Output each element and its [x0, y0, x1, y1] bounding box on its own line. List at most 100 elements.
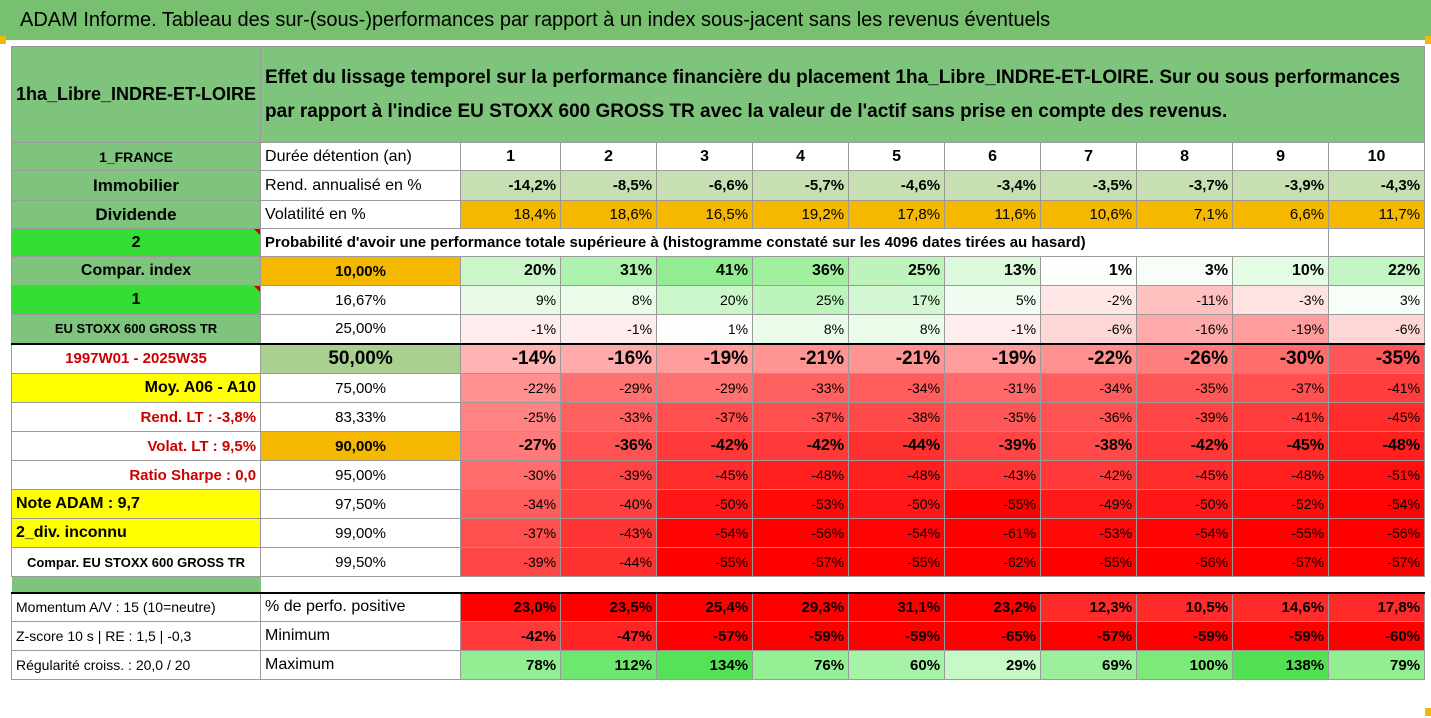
quantile-value: 1% [656, 314, 754, 344]
bottom-value: 100% [1136, 650, 1234, 680]
quantile-value: 36% [752, 256, 850, 286]
quantile-value: -34% [1040, 373, 1138, 403]
placement-name: 1ha_Libre_INDRE-ET-LOIRE [10, 46, 262, 143]
quantile-value: -22% [1040, 342, 1138, 374]
quantile-value: -42% [1040, 460, 1138, 490]
quantile-value: -39% [460, 547, 562, 577]
quantile-value: -30% [460, 460, 562, 490]
quantile-label: 75,00% [260, 373, 462, 403]
bottom-value: 78% [460, 650, 562, 680]
quantile-label: 16,67% [260, 285, 462, 315]
quantile-label: 50,00% [260, 342, 462, 374]
quantile-value: -14% [460, 342, 562, 374]
corner-marker [1425, 708, 1431, 716]
bottom-value: 29,3% [752, 591, 850, 622]
quantile-value: -34% [848, 373, 946, 403]
year-header: 2 [560, 142, 658, 171]
quantile-value: -16% [560, 342, 658, 374]
quantile-value: -43% [560, 518, 658, 548]
bottom-value: -57% [656, 621, 754, 651]
quantile-value: -40% [560, 489, 658, 519]
quantile-value: -19% [1232, 314, 1330, 344]
quantile-value: 31% [560, 256, 658, 286]
bottom-value: 12,3% [1040, 591, 1138, 622]
quantile-value: -1% [944, 314, 1042, 344]
quantile-value: -55% [656, 547, 754, 577]
quantile-value: -39% [560, 460, 658, 490]
year-header: 9 [1232, 142, 1330, 171]
bottom-metric-label: Maximum [260, 650, 462, 680]
bottom-value: 134% [656, 650, 754, 680]
corner-marker [0, 36, 6, 44]
quantile-value: -55% [848, 547, 946, 577]
quantile-label: 10,00% [260, 256, 462, 286]
quantile-label: 99,50% [260, 547, 462, 577]
bottom-value: -65% [944, 621, 1042, 651]
quantile-value: -54% [1136, 518, 1234, 548]
bottom-value: 14,6% [1232, 591, 1330, 622]
performance-table: 1ha_Libre_INDRE-ET-LOIRE Effet du lissag… [10, 46, 1426, 680]
left-label: Compar. index [10, 256, 262, 286]
rend-value: -4,3% [1328, 170, 1426, 201]
spacer-cell [261, 577, 1425, 593]
quantile-value: -35% [1328, 342, 1426, 374]
quantile-value: -52% [1232, 489, 1330, 519]
quantile-value: -44% [560, 547, 658, 577]
quantile-label: 25,00% [260, 314, 462, 344]
rend-value: -4,6% [848, 170, 946, 201]
bottom-value: 23,5% [560, 591, 658, 622]
volat-value: 10,6% [1040, 200, 1138, 229]
spacer-cell [11, 576, 261, 593]
bottom-value: -59% [1136, 621, 1234, 651]
quantile-value: -45% [1232, 431, 1330, 461]
quantile-value: -56% [1328, 518, 1426, 548]
quantile-value: 5% [944, 285, 1042, 315]
quantile-value: 3% [1136, 256, 1234, 286]
quantile-value: -22% [460, 373, 562, 403]
year-header: 7 [1040, 142, 1138, 171]
rend-value: -3,5% [1040, 170, 1138, 201]
quantile-value: 8% [560, 285, 658, 315]
quantile-value: -45% [656, 460, 754, 490]
bottom-value: 60% [848, 650, 946, 680]
left-label: Ratio Sharpe : 0,0 [10, 460, 262, 490]
volat-value: 6,6% [1232, 200, 1330, 229]
left-label: EU STOXX 600 GROSS TR [10, 314, 262, 344]
num2-label: 2 [10, 228, 262, 257]
rend-value: -6,6% [656, 170, 754, 201]
volat-value: 11,6% [944, 200, 1042, 229]
quantile-value: 25% [752, 285, 850, 315]
bottom-value: -47% [560, 621, 658, 651]
bottom-value: 112% [560, 650, 658, 680]
bottom-value: 29% [944, 650, 1042, 680]
quantile-label: 99,00% [260, 518, 462, 548]
quantile-value: -54% [656, 518, 754, 548]
corner-marker [1425, 36, 1431, 44]
quantile-value: -41% [1232, 402, 1330, 432]
quantile-value: 13% [944, 256, 1042, 286]
quantile-value: -57% [1232, 547, 1330, 577]
bottom-value: 10,5% [1136, 591, 1234, 622]
quantile-value: -38% [1040, 431, 1138, 461]
quantile-value: -6% [1328, 314, 1426, 344]
quantile-value: -3% [1232, 285, 1330, 315]
quantile-value: -56% [1136, 547, 1234, 577]
quantile-value: -35% [1136, 373, 1234, 403]
quantile-value: -33% [560, 402, 658, 432]
quantile-value: -49% [1040, 489, 1138, 519]
quantile-label: 90,00% [260, 431, 462, 461]
year-header: 4 [752, 142, 850, 171]
bottom-value: -59% [848, 621, 946, 651]
quantile-value: -33% [752, 373, 850, 403]
bottom-value: 138% [1232, 650, 1330, 680]
quantile-value: -31% [944, 373, 1042, 403]
quantile-label: 95,00% [260, 460, 462, 490]
bottom-value: 31,1% [848, 591, 946, 622]
quantile-value: -41% [1328, 373, 1426, 403]
duration-label: Durée détention (an) [260, 142, 462, 171]
quantile-value: -21% [848, 342, 946, 374]
quantile-value: 9% [460, 285, 562, 315]
volat-value: 18,4% [460, 200, 562, 229]
quantile-value: -1% [560, 314, 658, 344]
quantile-value: -62% [944, 547, 1042, 577]
